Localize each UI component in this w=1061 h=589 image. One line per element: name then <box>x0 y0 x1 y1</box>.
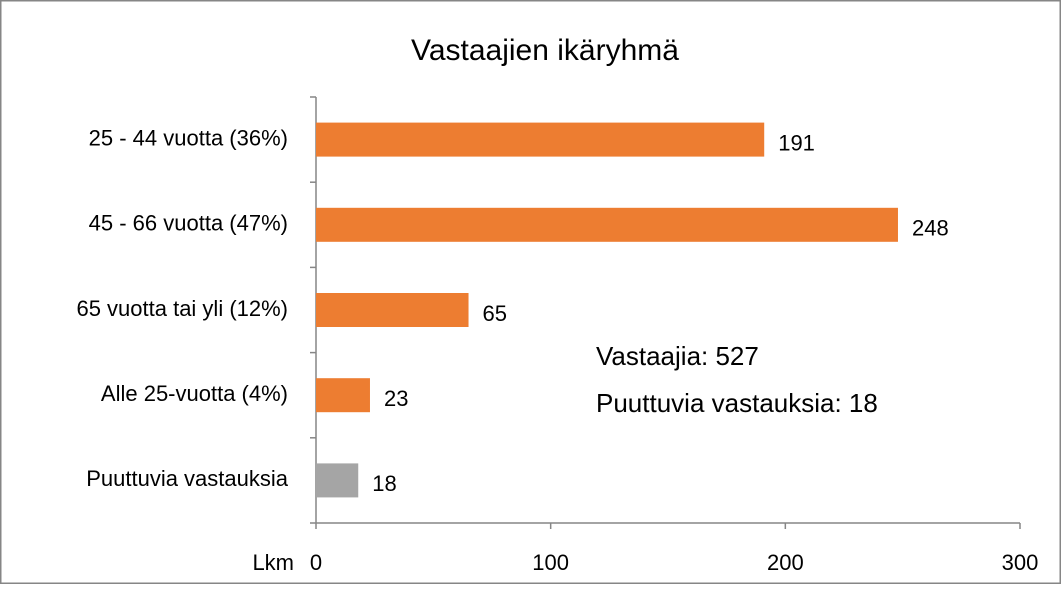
annotation: Puuttuvia vastauksia: 18 <box>596 388 878 418</box>
x-axis-label: Lkm <box>252 550 294 575</box>
bar <box>316 293 469 327</box>
data-label: 18 <box>372 471 396 496</box>
y-tick-label: Alle 25-vuotta (4%) <box>101 381 288 406</box>
bar <box>316 122 765 157</box>
x-tick-label: 0 <box>310 550 322 575</box>
bar <box>316 463 359 498</box>
x-tick-label: 200 <box>767 550 804 575</box>
data-label: 248 <box>912 216 949 241</box>
y-tick-label: 65 vuotta tai yli (12%) <box>76 296 288 321</box>
x-tick-label: 100 <box>532 550 569 575</box>
bar <box>316 378 370 413</box>
data-label: 65 <box>483 301 507 326</box>
y-tick-label: 45 - 66 vuotta (47%) <box>89 211 288 236</box>
chart-title: Vastaajien ikäryhmä <box>411 34 679 67</box>
bar <box>316 207 898 242</box>
data-label: 191 <box>778 130 815 155</box>
annotation: Vastaajia: 527 <box>596 341 759 371</box>
x-tick-label: 300 <box>1002 550 1039 575</box>
y-tick-label: 25 - 44 vuotta (36%) <box>89 125 288 150</box>
data-label: 23 <box>384 386 408 411</box>
y-tick-label: Puuttuvia vastauksia <box>86 466 289 491</box>
